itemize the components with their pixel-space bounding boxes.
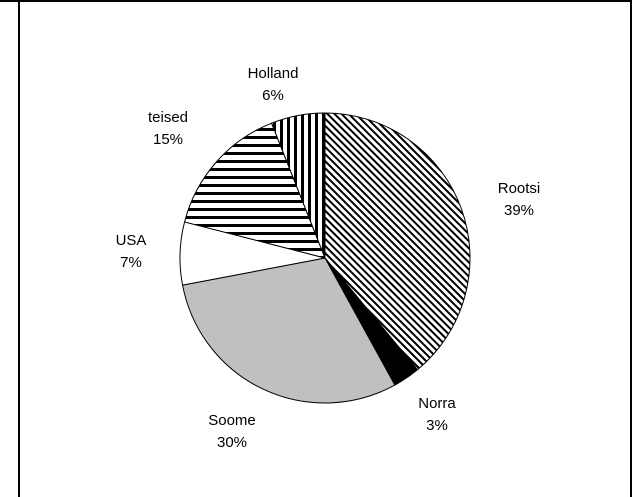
slice-value-rootsi: 39% [504, 202, 534, 219]
slice-value-norra: 3% [426, 417, 448, 434]
frame-top-border [0, 0, 632, 2]
slice-label-soome: Soome [208, 412, 256, 429]
frame-left-border [18, 0, 20, 497]
slice-label-norra: Norra [418, 395, 456, 412]
pie-slice-rootsi [324, 112, 471, 371]
slice-value-soome: 30% [217, 434, 247, 451]
frame-right-border [630, 0, 632, 497]
pie-slices [179, 112, 471, 404]
pie-labels: Rootsi 39% Norra 3% Soome 30% USA 7% teised 15% Ho… [116, 65, 541, 451]
slice-value-holland: 6% [262, 87, 284, 104]
slice-label-holland: Holland [248, 65, 299, 82]
pie-slice-holland [270, 112, 326, 259]
slice-label-usa: USA [116, 232, 147, 249]
slice-value-usa: 7% [120, 254, 142, 271]
pie-slice-teised [183, 122, 326, 259]
pie-slice-soome [181, 257, 396, 404]
slice-value-teised: 15% [153, 131, 183, 148]
slice-label-teised: teised [148, 109, 188, 126]
slice-label-rootsi: Rootsi [498, 180, 541, 197]
